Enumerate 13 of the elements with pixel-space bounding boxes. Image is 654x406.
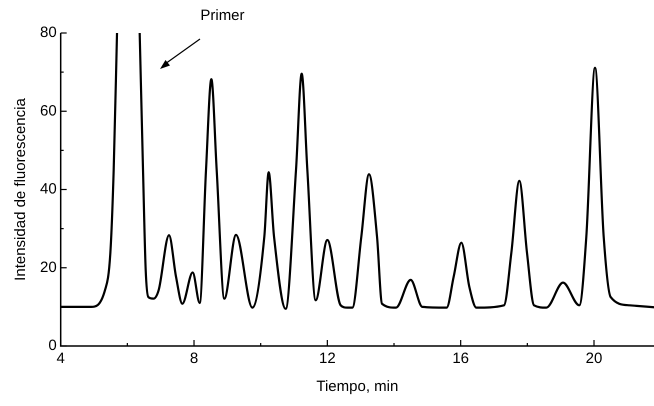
x-tick-label: 4 <box>56 350 65 368</box>
text: Primer <box>200 7 245 24</box>
x-axis-title: Tiempo, min <box>316 378 398 396</box>
x-tick-label: 8 <box>190 350 198 368</box>
y-tick-label: 60 <box>40 102 57 120</box>
x-tick-label: 16 <box>452 350 470 368</box>
y-axis-title: Intensidad de fluorescencia <box>12 98 30 281</box>
y-tick-label: 80 <box>40 24 57 42</box>
y-tick-label: 0 <box>48 337 57 354</box>
x-tick-label: 20 <box>586 350 602 368</box>
y-tick-label: 40 <box>40 180 57 198</box>
y-tick-label: 20 <box>40 258 57 276</box>
x-tick-label: 12 <box>319 350 336 368</box>
